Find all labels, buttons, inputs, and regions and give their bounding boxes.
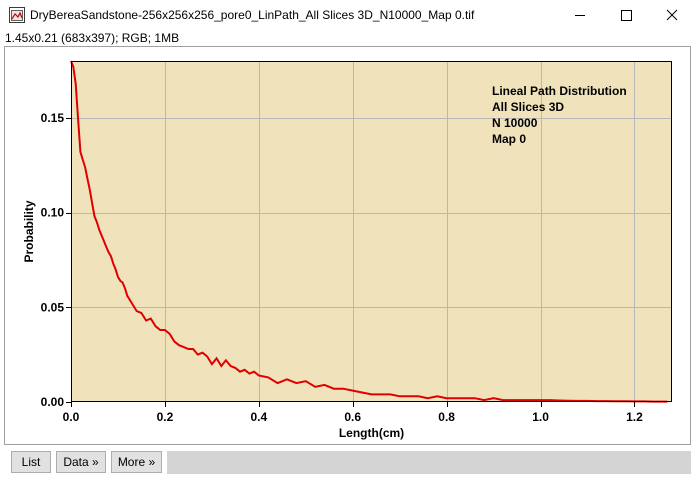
- plot-border: [71, 61, 672, 402]
- more-button[interactable]: More »: [111, 451, 162, 473]
- maximize-icon: [621, 10, 632, 21]
- annotation-line: Map 0: [492, 132, 526, 146]
- x-tick-label: 1.2: [626, 410, 643, 424]
- x-axis-label: Length(cm): [339, 426, 404, 440]
- list-button[interactable]: List: [11, 451, 51, 473]
- x-tick-label: 0.8: [438, 410, 455, 424]
- bottom-toolbar: List Data » More »: [0, 448, 695, 478]
- status-area: [167, 451, 691, 474]
- y-tick-label: 0.10: [41, 206, 65, 220]
- close-button[interactable]: [649, 0, 695, 30]
- close-icon: [666, 9, 678, 21]
- data-button[interactable]: Data »: [56, 451, 106, 473]
- image-info: 1.45x0.21 (683x397); RGB; 1MB: [5, 31, 180, 45]
- lineal-path-chart: 0.0 0.2 0.4 0.6 0.8 1.0 1.2 0.00 0.05 0.10 0.15 Le…: [22, 60, 672, 440]
- maximize-button[interactable]: [603, 0, 649, 30]
- grid: [71, 61, 672, 402]
- image-window-icon: [9, 7, 25, 23]
- minimize-icon: [575, 15, 585, 16]
- y-axis-label: Probability: [22, 200, 36, 262]
- annotation-line: All Slices 3D: [492, 100, 564, 114]
- axis-ticks: [66, 118, 635, 407]
- y-tick-label: 0.15: [41, 111, 65, 125]
- x-tick-label: 0.6: [344, 410, 361, 424]
- chart-annotation: Lineal Path Distribution All Slices 3D N 1…: [492, 84, 627, 146]
- y-tick-label: 0.00: [41, 395, 65, 409]
- minimize-button[interactable]: [557, 0, 603, 30]
- window-title: DryBereaSandstone-256x256x256_pore0_LinP…: [30, 8, 475, 22]
- title-bar[interactable]: DryBereaSandstone-256x256x256_pore0_LinP…: [0, 0, 695, 30]
- plot-frame: 0.0 0.2 0.4 0.6 0.8 1.0 1.2 0.00 0.05 0.10 0.15 Le…: [4, 46, 691, 445]
- tick-labels: 0.0 0.2 0.4 0.6 0.8 1.0 1.2 0.00 0.05 0.10 0.15: [41, 111, 643, 424]
- probability-series-line: [70, 60, 668, 403]
- y-tick-label: 0.05: [41, 300, 65, 314]
- x-tick-label: 0.4: [250, 410, 267, 424]
- plot-area: [71, 61, 672, 402]
- x-tick-label: 0.0: [63, 410, 80, 424]
- annotation-line: N 10000: [492, 116, 538, 130]
- annotation-line: Lineal Path Distribution: [492, 84, 627, 98]
- x-tick-label: 0.2: [157, 410, 174, 424]
- x-tick-label: 1.0: [532, 410, 549, 424]
